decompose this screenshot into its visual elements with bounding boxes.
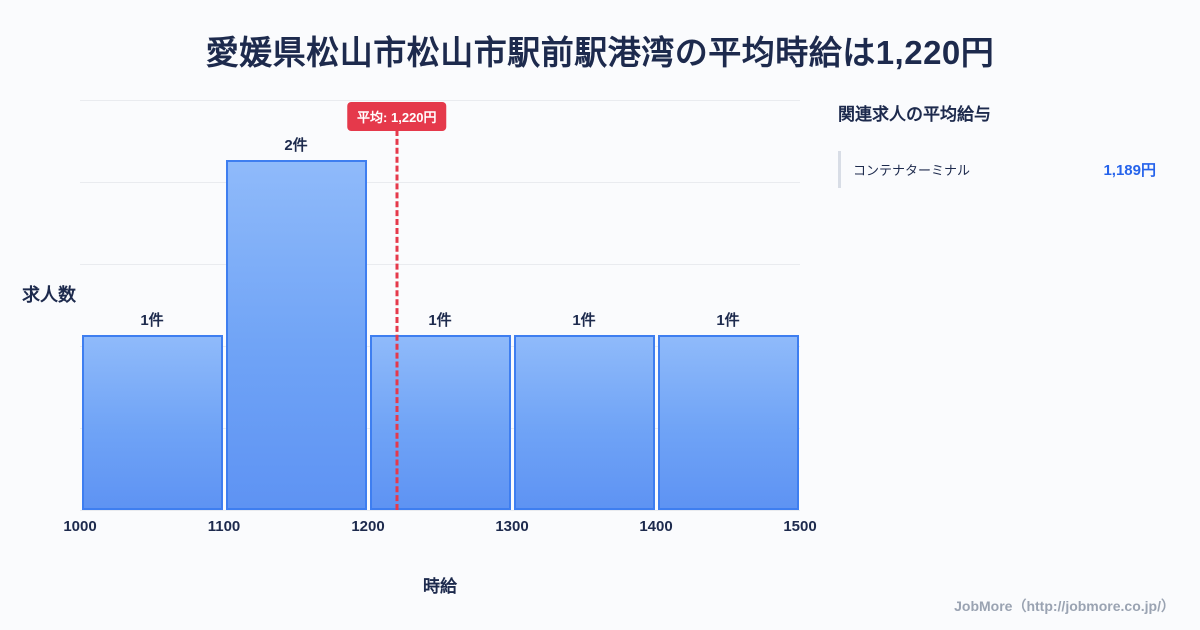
x-tick-label: 1500 [783, 518, 817, 535]
footer-credit: JobMore（http://jobmore.co.jp/） [954, 598, 1175, 614]
histogram-bar: 1件 [513, 312, 655, 510]
bar-count-label: 1件 [140, 312, 164, 329]
grid-line [80, 264, 800, 265]
related-job-value: 1,189円 [1103, 162, 1156, 179]
related-jobs-panel: 関連求人の平均給与 コンテナターミナル 1,189円 [838, 100, 1158, 188]
bar-count-label: 1件 [716, 312, 740, 329]
x-tick-label: 1300 [495, 518, 529, 535]
histogram-bar: 1件 [81, 312, 223, 510]
x-tick-label: 1000 [63, 518, 97, 535]
related-job-label: コンテナターミナル [853, 163, 971, 178]
panel-heading: 関連求人の平均給与 [838, 105, 991, 124]
bar-count-label: 1件 [572, 312, 596, 329]
x-axis-ticks: 1000 1100 1200 1300 1400 1500 [63, 518, 816, 538]
average-badge: 平均: 1,220円 [347, 102, 447, 131]
average-line [395, 130, 399, 510]
histogram-bar: 1件 [657, 312, 799, 510]
histogram-bar: 2件 [225, 137, 367, 510]
x-axis-label: 時給 [423, 577, 457, 596]
grid-line [80, 510, 800, 511]
histogram-bar: 1件 [369, 312, 511, 510]
x-tick-label: 1400 [639, 518, 673, 535]
histogram-chart: 1件 2件 1件 1件 1件 平均: 1,220円 1000 1100 1200 1300 14… [63, 100, 817, 535]
page-title: 愛媛県松山市松山市駅前駅港湾の平均時給は1,220円 [205, 34, 995, 71]
grid-line [80, 182, 800, 183]
grid-line [80, 100, 800, 101]
y-axis-label: 求人数 [22, 285, 76, 305]
x-tick-label: 1200 [351, 518, 385, 535]
bar-count-label: 1件 [428, 312, 452, 329]
bar-count-label: 2件 [284, 137, 308, 154]
x-tick-label: 1100 [207, 518, 241, 535]
related-job-row: コンテナターミナル 1,189円 [838, 151, 1158, 188]
